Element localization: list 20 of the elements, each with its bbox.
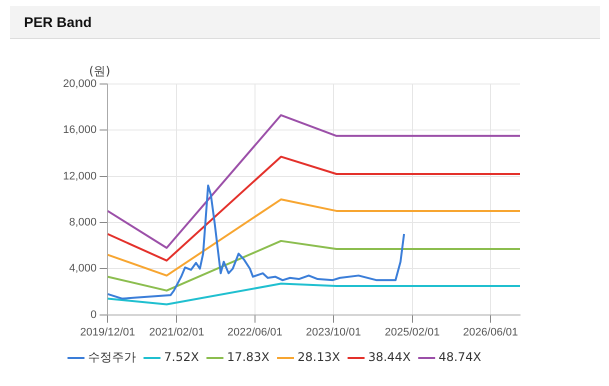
x-tick-label: 2023/10/01 [306,326,361,338]
chart-title: PER Band [23,13,93,30]
x-tick-label: 2019/12/01 [80,326,136,338]
y-tick-label: 16,000 [62,124,97,136]
legend-label: 7.52X [164,350,199,364]
y-tick-label: 12,000 [62,170,97,182]
x-tick-label: 2021/02/01 [149,326,204,338]
x-tick-label: 2022/06/01 [227,326,282,338]
y-tick-label: 4,000 [69,262,97,275]
legend-label: 38.44X [368,350,411,364]
y-axis-title: (원) [88,64,110,78]
legend-label: 17.83X [226,350,270,364]
y-tick-label: 20,000 [62,78,97,90]
x-tick-label: 2025/02/01 [384,326,440,338]
legend-label: 28.13X [298,350,340,364]
legend-label: 수정주가 [88,350,136,364]
y-tick-label: 8,000 [69,216,97,229]
y-tick-label: 0 [90,308,97,321]
legend-label: 48.74X [438,350,482,364]
x-tick-label: 2026/06/01 [462,326,518,338]
